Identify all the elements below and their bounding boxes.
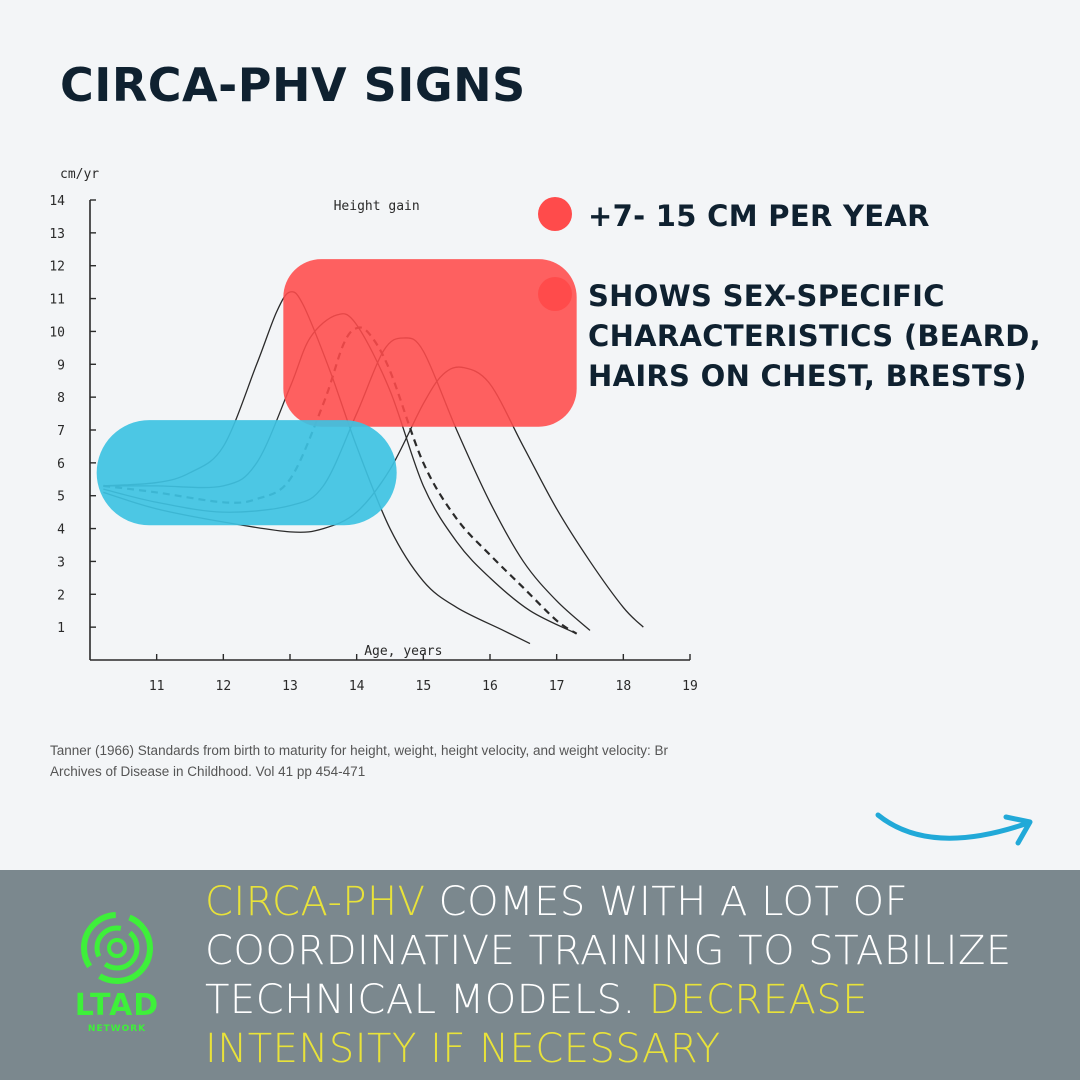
bullet-text: +7- 15 CM PER YEAR: [588, 199, 930, 233]
citation-line-2: Archives of Disease in Childhood. Vol 41…: [50, 764, 366, 779]
bullet-growth-rate: +7- 15 CM PER YEAR: [538, 196, 1058, 236]
logo-text: LTAD: [74, 988, 160, 1023]
y-tick-label: 13: [49, 227, 65, 242]
y-tick-label: 4: [57, 523, 65, 538]
x-tick-label: 16: [482, 679, 498, 694]
footer-message: CIRCA-PHV COMES WITH A LOT OF COORDINATI…: [205, 878, 1065, 1074]
y-tick-label: 8: [57, 391, 65, 406]
y-tick-label: 2: [57, 588, 65, 603]
y-tick-label: 14: [49, 194, 65, 209]
ltad-logo-mark-icon: [81, 912, 153, 984]
x-axis-label: Age, years: [364, 644, 442, 659]
bullet-sex-characteristics: SHOWS SEX-SPECIFIC CHARACTERISTICS (BEAR…: [538, 276, 1058, 396]
y-tick-label: 1: [57, 621, 65, 636]
red-dot-icon: [538, 277, 572, 311]
x-tick-label: 13: [282, 679, 298, 694]
y-tick-label: 6: [57, 457, 65, 472]
y-tick-label: 7: [57, 424, 65, 439]
red-highlight-box: [283, 259, 577, 427]
citation-line-1: Tanner (1966) Standards from birth to ma…: [50, 743, 669, 758]
footer-highlight-end: DECREASE INTENSITY IF NECESSARY: [205, 977, 869, 1072]
y-tick-label: 3: [57, 555, 65, 570]
footer-banner: LTAD NETWORK CIRCA-PHV COMES WITH A LOT …: [0, 870, 1080, 1080]
x-tick-label: 17: [549, 679, 565, 694]
y-axis-label: cm/yr: [60, 167, 99, 182]
x-tick-label: 14: [349, 679, 365, 694]
x-tick-label: 18: [616, 679, 632, 694]
y-tick-label: 9: [57, 358, 65, 373]
citation: Tanner (1966) Standards from birth to ma…: [50, 740, 668, 782]
chart-title: Height gain: [334, 199, 420, 214]
y-tick-label: 5: [57, 490, 65, 505]
red-dot-icon: [538, 197, 572, 231]
y-tick-label: 12: [49, 260, 65, 275]
curved-arrow-right-icon[interactable]: [870, 805, 1040, 865]
y-tick-label: 10: [49, 325, 65, 340]
bullet-text: SHOWS SEX-SPECIFIC CHARACTERISTICS (BEAR…: [588, 279, 1041, 393]
series-line-3: [103, 326, 578, 635]
page-title: CIRCA-PHV SIGNS: [60, 58, 526, 112]
x-tick-label: 15: [416, 679, 432, 694]
logo-subtext: NETWORK: [87, 1024, 147, 1034]
blue-highlight-box: [96, 420, 397, 526]
x-tick-label: 19: [682, 679, 698, 694]
y-tick-label: 11: [49, 293, 65, 308]
x-tick-label: 12: [216, 679, 232, 694]
x-tick-label: 11: [149, 679, 165, 694]
footer-message-main: COMES WITH A LOT OF COORDINATIVE TRAININ…: [205, 879, 1012, 1023]
ltad-logo: LTAD NETWORK: [62, 910, 172, 1034]
footer-highlight-start: CIRCA-PHV: [205, 879, 426, 925]
